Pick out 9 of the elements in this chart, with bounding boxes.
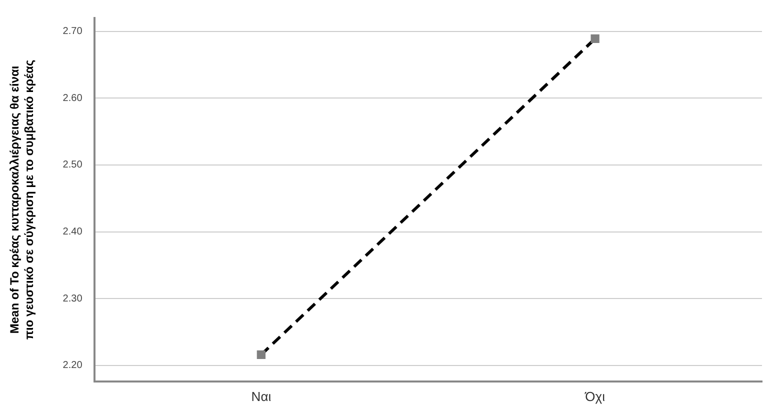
y-tick-label: 2.70 <box>62 26 83 38</box>
y-tick-label: 2.40 <box>62 226 83 238</box>
y-tick-label: 2.20 <box>62 360 83 372</box>
x-tick-label: Όχι <box>584 388 606 404</box>
y-tick-label: 2.60 <box>62 92 83 104</box>
x-tick-label: Ναι <box>251 388 272 404</box>
y-tick-label: 2.30 <box>62 293 83 304</box>
y-axis-title: Mean of Το κρέας κυτταροκαλλιέργειας θα είναι πιο γευστικό σε σύγκριση με το συμβατικό κρέας <box>8 60 36 340</box>
y-tick-label: 2.50 <box>62 160 83 171</box>
